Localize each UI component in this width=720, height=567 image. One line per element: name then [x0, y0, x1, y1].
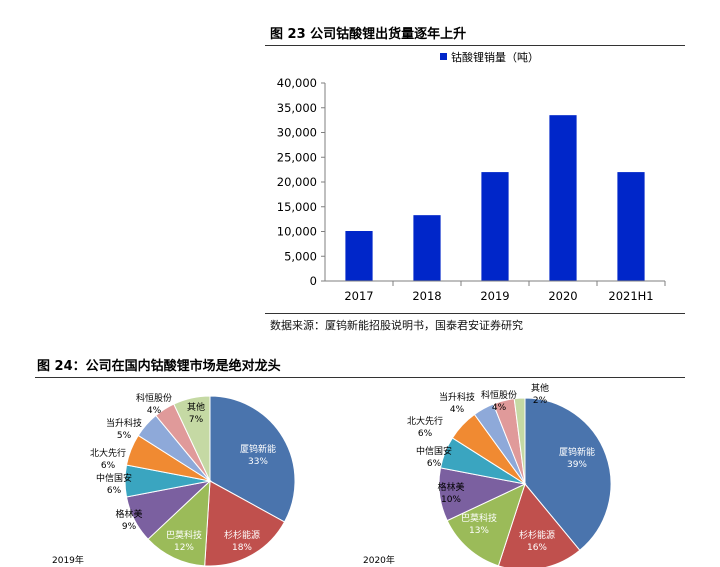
- pie-2020-caption: 2020年: [363, 556, 395, 566]
- pie-label-value: 18%: [232, 543, 252, 553]
- pie-label-name: 北大先行: [407, 415, 443, 427]
- x-tick-label: 2019: [480, 289, 509, 303]
- pie-label-value: 6%: [418, 429, 433, 439]
- pie-label-value: 33%: [248, 457, 268, 467]
- pie-label-name: 杉杉能源: [224, 529, 260, 541]
- pie-label-name: 巴莫科技: [461, 512, 497, 524]
- y-tick-label: 20,000: [277, 175, 317, 189]
- pie-label-name: 厦钨新能: [559, 446, 595, 458]
- y-tick-label: 35,000: [277, 101, 317, 115]
- pie-label-value: 16%: [527, 543, 547, 553]
- legend-swatch: [440, 53, 447, 60]
- pie-label-value: 39%: [567, 460, 587, 470]
- pie-label-name: 当升科技: [106, 417, 142, 429]
- figure-23-bottom-rule: [265, 313, 685, 314]
- pie-label-value: 5%: [117, 431, 132, 441]
- pie-label-name: 中信国安: [416, 445, 452, 457]
- pie-label-value: 12%: [174, 543, 194, 553]
- pie-slice-杉杉能源: [204, 480, 286, 567]
- pie-slice-巴莫科技: [147, 479, 211, 567]
- y-tick-label: 0: [310, 274, 317, 288]
- pie-slice-其他: [173, 395, 211, 482]
- figure-23-top-rule: [265, 45, 685, 46]
- pie-2019-caption: 2019年: [52, 556, 84, 566]
- pie-label-value: 6%: [107, 486, 122, 496]
- bar-2019: [481, 172, 509, 281]
- shipment-bar-chart: 钴酸锂销量（吨） 0 5,000 10,000 15,000 20,000 25,000 3…: [277, 50, 666, 303]
- pie-label-name: 巴莫科技: [166, 529, 202, 541]
- bar-2017: [345, 231, 373, 281]
- bars: [345, 115, 645, 281]
- figure-23-title: 图 23 公司钴酸锂出货量逐年上升: [270, 27, 467, 42]
- pie-label-name: 科恒股份: [136, 392, 172, 404]
- y-tick-label: 5,000: [284, 249, 317, 263]
- figure-24-top-rule: [35, 377, 685, 378]
- pie-label-name: 杉杉能源: [519, 529, 555, 541]
- pie-slice-巴莫科技: [446, 483, 526, 567]
- pie-label-value: 4%: [147, 406, 162, 416]
- pie-label-name: 北大先行: [90, 447, 126, 459]
- pie-label-value: 6%: [427, 459, 442, 469]
- bar-legend: 钴酸锂销量（吨）: [440, 50, 539, 64]
- pie-label-value: 4%: [492, 403, 507, 413]
- pie-label-name: 其他: [531, 382, 549, 394]
- pie-label-name: 当升科技: [439, 391, 475, 403]
- pie-slice-厦钨新能: [209, 395, 296, 523]
- y-tick-label: 15,000: [277, 200, 317, 214]
- pie-label-name: 厦钨新能: [240, 443, 276, 455]
- pie-slice-厦钨新能: [524, 397, 612, 551]
- pie-label-name: 格林美: [437, 481, 464, 493]
- y-tick-label: 25,000: [277, 150, 317, 164]
- pie-label-value: 10%: [441, 495, 461, 505]
- y-tick-label: 30,000: [277, 126, 317, 140]
- x-tick-label: 2018: [412, 289, 441, 303]
- pie-chart-2019: 厦钨新能33%杉杉能源18%巴莫科技12%格林美9%中信国安6%北大先行6%当升…: [90, 392, 296, 567]
- bar-2020: [549, 115, 577, 281]
- pie-label-value: 6%: [101, 461, 116, 471]
- bar-2021H1: [617, 172, 645, 281]
- y-tick-label: 40,000: [277, 76, 317, 90]
- y-axis: 0 5,000 10,000 15,000 20,000 25,000 30,000 35,0…: [277, 76, 326, 288]
- figure-23-source: 数据来源：厦钨新能招股说明书，国泰君安证券研究: [270, 319, 523, 332]
- pie-label-name: 格林美: [115, 508, 142, 520]
- figure-24-title: 图 24：公司在国内钴酸锂市场是绝对龙头: [37, 359, 281, 374]
- x-tick-label: 2017: [344, 289, 373, 303]
- bar-2018: [413, 215, 441, 281]
- pie-chart-2020: 厦钨新能 39% 杉杉能源 16% 巴莫科技 13% 格林美 10% 中信国安 6% 北大先行 6% 当…: [407, 382, 612, 567]
- pie-label-name: 其他: [187, 401, 205, 413]
- pie-slice-其他: [513, 397, 526, 485]
- pie-label-value: 9%: [122, 522, 137, 532]
- pie-label-value: 13%: [469, 526, 489, 536]
- pie-label-value: 4%: [450, 405, 465, 415]
- y-tick-label: 10,000: [277, 225, 317, 239]
- legend-label: 钴酸锂销量（吨）: [451, 50, 539, 64]
- x-tick-label: 2020: [548, 289, 577, 303]
- pie-label-value: 2%: [533, 396, 548, 406]
- x-axis: 2017 2018 2019 2020 2021H1: [325, 280, 666, 303]
- pie-label-name: 科恒股份: [481, 389, 517, 401]
- x-tick-label: 2021H1: [608, 289, 653, 303]
- pie-label-name: 中信国安: [96, 472, 132, 484]
- pie-label-value: 7%: [189, 415, 204, 425]
